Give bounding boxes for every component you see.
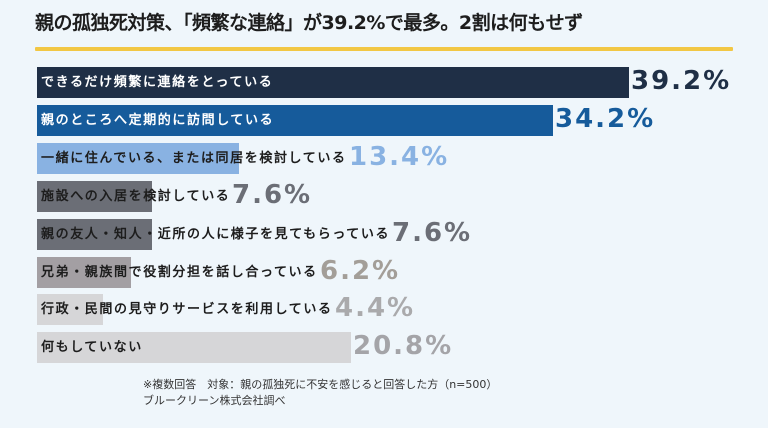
bar-label: できるだけ頻繁に連絡をとっている (41, 75, 274, 90)
bar-value: 6.2% (320, 256, 401, 286)
footnote: ※複数回答 対象：親の孤独死に不安を感じると回答した方（n=500） ブルークリ… (143, 377, 497, 409)
bar-value: 7.6% (392, 218, 473, 248)
bar (37, 105, 553, 136)
bar-label: 行政・民間の見守りサービスを利用している (41, 302, 333, 317)
bar-value: 20.8% (353, 331, 454, 361)
bar-value: 4.4% (335, 293, 416, 323)
bar-value: 34.2% (555, 104, 656, 134)
bar-label: 何もしていない (41, 340, 143, 355)
bar-value: 7.6% (232, 180, 313, 210)
bar-label: 一緒に住んでいる、または同居を検討している (41, 151, 347, 166)
chart-title: 親の孤独死対策、「頻繁な連絡」が39.2%で最多。2割は何もせず (35, 12, 583, 34)
bar-value: 39.2% (631, 66, 732, 96)
footnote-source: ブルークリーン株式会社調べ (143, 394, 286, 407)
bar (37, 294, 103, 325)
bar-value: 13.4% (349, 142, 450, 172)
bar (37, 219, 152, 250)
bar-label: 親の友人・知人・近所の人に様子を見てもらっている (41, 227, 391, 242)
title-underline (35, 47, 733, 51)
bar-label: 施設への入居を検討している (41, 189, 231, 204)
footnote-survey-info: ※複数回答 対象：親の孤独死に不安を感じると回答した方（n=500） (143, 378, 498, 391)
bar (37, 67, 629, 98)
bar-label: 親のところへ定期的に訪問している (41, 113, 275, 128)
bar (37, 332, 351, 363)
bar (37, 257, 131, 288)
bar (37, 143, 239, 174)
bar-label: 兄弟・親族間で役割分担を話し合っている (41, 265, 318, 280)
bar (37, 181, 152, 212)
